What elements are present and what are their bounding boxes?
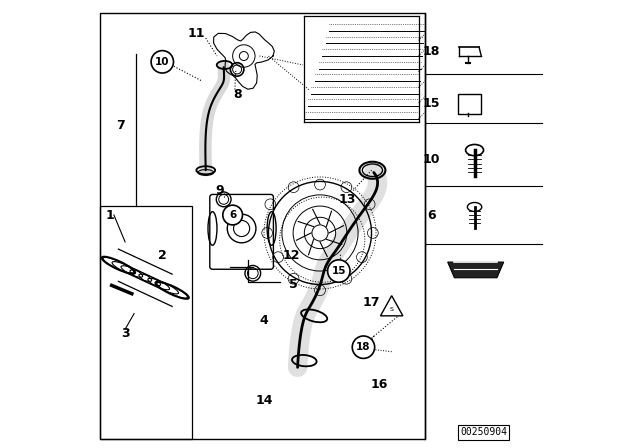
Text: 13: 13 xyxy=(338,193,356,206)
Text: 18: 18 xyxy=(422,45,440,58)
Text: 12: 12 xyxy=(282,249,300,262)
Text: 6: 6 xyxy=(229,210,236,220)
Circle shape xyxy=(223,205,243,225)
Text: 00250904: 00250904 xyxy=(460,427,507,437)
Circle shape xyxy=(352,336,374,358)
Circle shape xyxy=(328,260,350,282)
Text: 7: 7 xyxy=(116,119,125,132)
Text: 10: 10 xyxy=(155,57,170,67)
Circle shape xyxy=(151,51,173,73)
Text: 17: 17 xyxy=(363,296,380,309)
Text: 11: 11 xyxy=(188,27,205,40)
Text: 6: 6 xyxy=(427,208,435,222)
Text: 9: 9 xyxy=(215,184,223,197)
Text: 2: 2 xyxy=(158,249,166,262)
Text: 1: 1 xyxy=(105,208,114,222)
Text: 10: 10 xyxy=(422,152,440,166)
Polygon shape xyxy=(448,262,504,278)
Text: 3: 3 xyxy=(121,327,129,340)
Text: 15: 15 xyxy=(332,266,346,276)
Text: 16: 16 xyxy=(371,378,388,391)
Text: 5: 5 xyxy=(289,278,298,291)
Text: 18: 18 xyxy=(356,342,371,352)
Text: S: S xyxy=(390,306,394,312)
Text: 4: 4 xyxy=(260,314,268,327)
Text: 15: 15 xyxy=(422,96,440,110)
Text: 14: 14 xyxy=(255,394,273,408)
Text: 8: 8 xyxy=(233,87,241,101)
